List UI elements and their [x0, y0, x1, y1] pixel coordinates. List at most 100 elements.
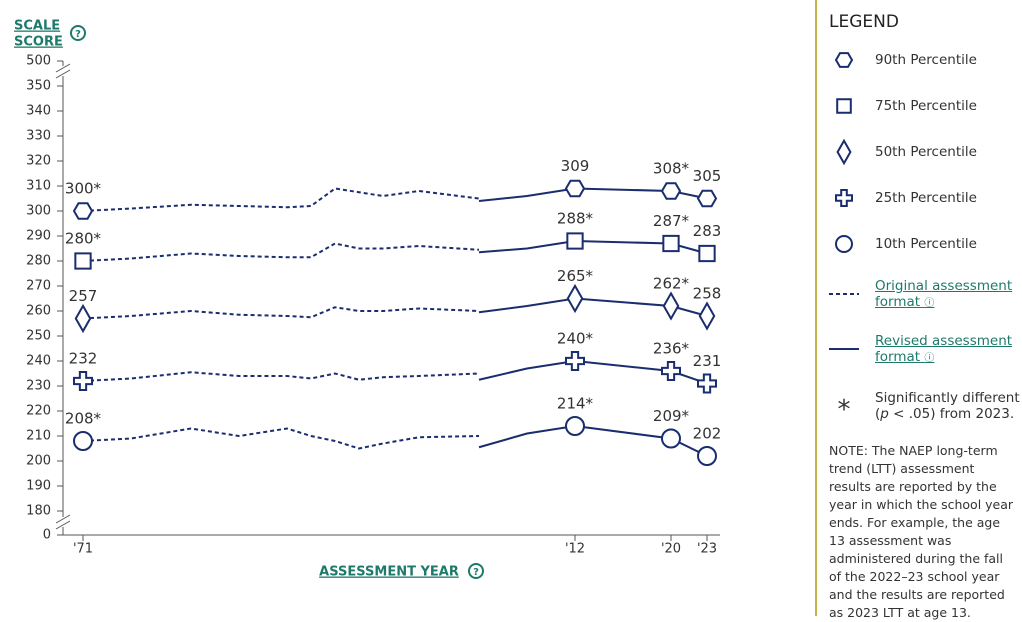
legend-link[interactable]: Original assessment format ⓘ: [875, 278, 1013, 310]
legend-label: 25th Percentile: [875, 190, 977, 206]
data-label: 265*: [557, 267, 594, 285]
legend-swatch: [834, 52, 854, 68]
y-tick-label: 250: [26, 329, 51, 344]
legend-swatch: [836, 138, 852, 166]
legend-label: 75th Percentile: [875, 98, 977, 114]
y-tick-label: 500: [26, 54, 51, 69]
legend-swatch: [829, 348, 859, 350]
legend-title: LEGEND: [829, 12, 899, 32]
marker: [836, 138, 852, 166]
data-marker: [697, 373, 717, 394]
data-marker: [565, 351, 585, 371]
data-marker: [565, 416, 585, 436]
data-label: 231: [693, 352, 722, 370]
legend-label: p: [880, 406, 889, 422]
data-label: 309: [561, 157, 590, 175]
data-marker: [73, 431, 93, 451]
note: NOTE: The NAEP long-term trend (LTT) ass…: [829, 443, 1014, 620]
y-tick-label: 0: [43, 528, 51, 543]
series-line: [82, 187, 480, 212]
data-marker: [698, 301, 716, 331]
data-label: 300*: [65, 180, 102, 198]
y-tick-label: 200: [26, 454, 51, 469]
data-label: 308*: [653, 160, 690, 178]
data-marker: [662, 234, 680, 253]
legend-item: * Significantly different (p < .05) from …: [829, 388, 1020, 424]
legend-link[interactable]: Revised assessment format ⓘ: [875, 333, 1013, 365]
legend-item: 90th Percentile: [829, 46, 977, 74]
legend-label: format: [875, 349, 921, 365]
data-marker: [660, 182, 682, 200]
data-label: 257: [69, 287, 98, 305]
data-label: 287*: [653, 212, 690, 230]
y-tick-label: 220: [26, 404, 51, 419]
y-axis-title: SCALE: [14, 19, 60, 34]
y-tick-label: 230: [26, 379, 51, 394]
data-label: 258: [693, 285, 722, 303]
data-label: 202: [693, 425, 722, 443]
y-tick-label: 260: [26, 304, 51, 319]
y-tick-label: 190: [26, 479, 51, 494]
data-label: 262*: [653, 275, 690, 293]
legend-item: Revised assessment format ⓘ: [829, 333, 1012, 365]
data-label: 283: [693, 222, 722, 240]
data-marker: [73, 371, 93, 391]
data-marker: [566, 232, 584, 250]
data-label: 232: [69, 350, 98, 368]
help-icon[interactable]: ?: [468, 563, 484, 579]
y-axis-title: SCORE: [14, 35, 63, 50]
legend-swatch: [835, 235, 853, 253]
y-tick-label: 290: [26, 229, 51, 244]
legend-label: format: [875, 294, 921, 310]
y-tick-label: 210: [26, 429, 51, 444]
legend-label: Significantly different: [875, 390, 1020, 406]
y-tick-label: 320: [26, 154, 51, 169]
legend-label: 10th Percentile: [875, 236, 977, 252]
data-label: 236*: [653, 340, 690, 358]
legend-item: 75th Percentile: [829, 92, 977, 120]
series-line: [82, 427, 480, 450]
series-line: [82, 371, 480, 382]
data-marker: [662, 291, 680, 321]
legend-item: Original assessment format ⓘ: [829, 278, 1012, 310]
data-marker: [661, 361, 681, 381]
data-label: 305: [693, 167, 722, 185]
x-tick-label: '20: [661, 542, 681, 557]
help-icon[interactable]: ?: [70, 25, 86, 41]
marker: [835, 189, 853, 207]
data-label: 288*: [557, 210, 594, 228]
legend: LEGEND 90th Percentile 75th Percentile 50t…: [815, 0, 1022, 620]
x-tick-label: '23: [697, 542, 717, 557]
y-tick-label: 310: [26, 179, 51, 194]
y-tick-label: 270: [26, 279, 51, 294]
data-label: 209*: [653, 407, 690, 425]
y-tick-label: 280: [26, 254, 51, 269]
legend-label: Original assessment: [875, 278, 1013, 294]
y-tick-label: 330: [26, 129, 51, 144]
data-label: 208*: [65, 410, 102, 428]
marker: [834, 52, 854, 68]
data-marker: [564, 179, 586, 198]
data-label: 214*: [557, 395, 594, 413]
y-tick-label: 300: [26, 204, 51, 219]
data-marker: [74, 303, 92, 334]
series-line: [82, 306, 480, 320]
axis-break: [55, 63, 71, 530]
data-marker: [72, 202, 94, 220]
chart: SCALE SCORE ? ASSESSMENT YEAR ? 180 190 20…: [14, 19, 722, 580]
data-marker: [696, 189, 718, 208]
y-tick-label: 180: [26, 504, 51, 519]
legend-swatch: [835, 189, 853, 207]
x-axis-title: ASSESSMENT YEAR: [319, 565, 459, 580]
x-tick-label: '12: [565, 542, 585, 557]
legend-label: < .05) from 2023.: [888, 406, 1015, 422]
y-tick-label: 240: [26, 354, 51, 369]
data-marker: [698, 244, 716, 263]
data-marker: [74, 252, 92, 270]
marker: [835, 235, 853, 253]
svg-text:?: ?: [75, 29, 81, 40]
data-label: 240*: [557, 330, 594, 348]
y-tick-label: 340: [26, 104, 51, 119]
legend-label: 50th Percentile: [875, 144, 977, 160]
